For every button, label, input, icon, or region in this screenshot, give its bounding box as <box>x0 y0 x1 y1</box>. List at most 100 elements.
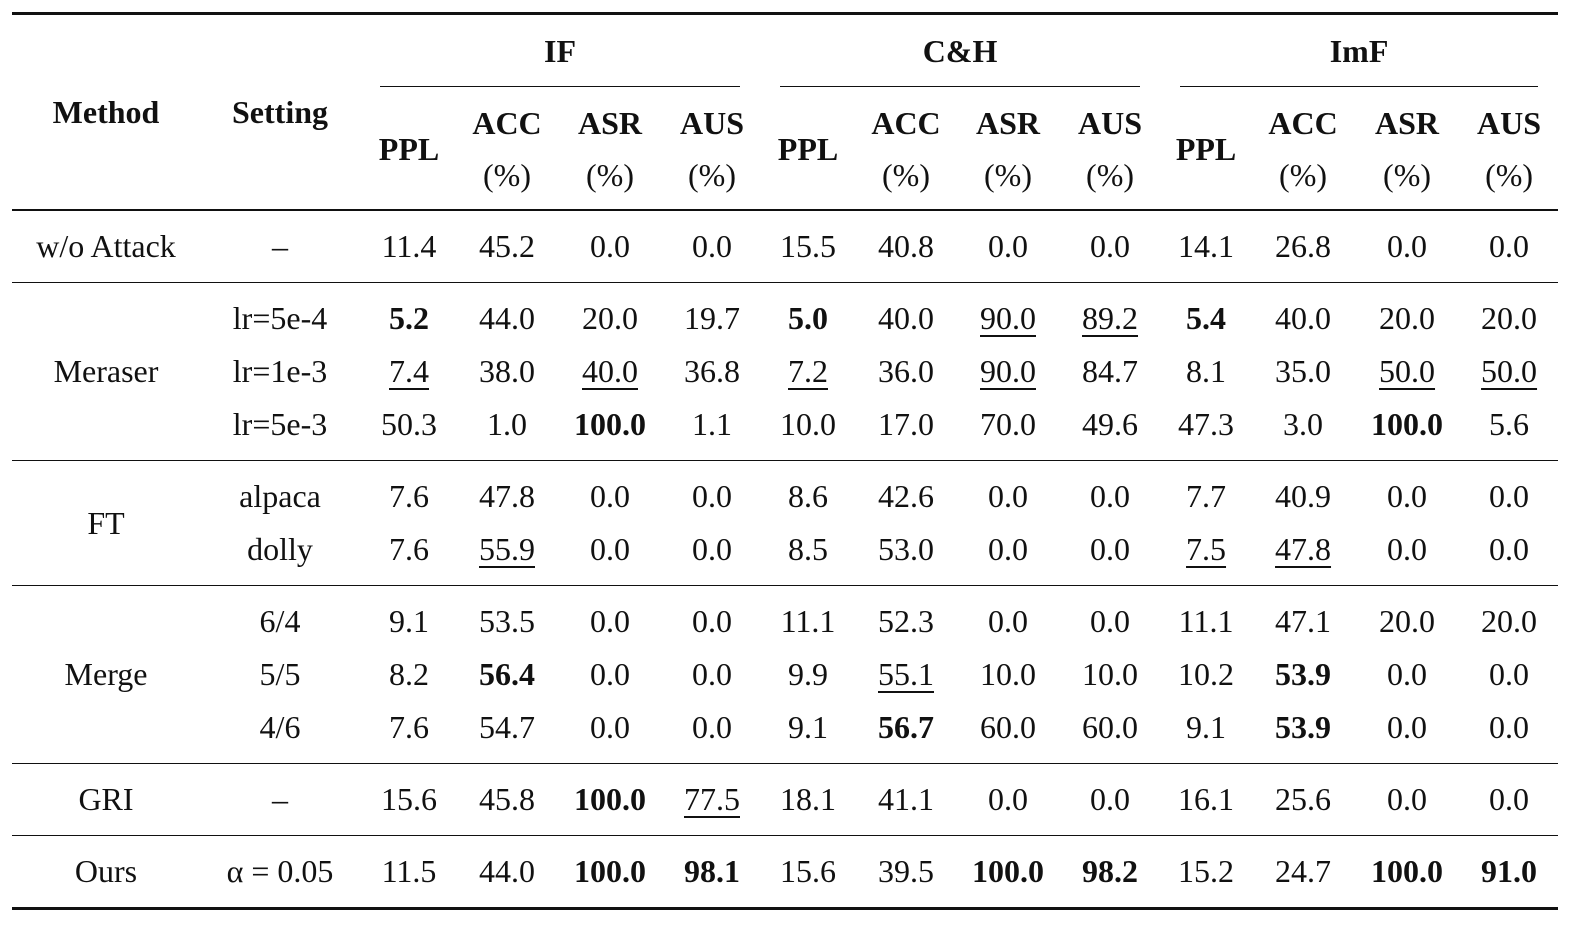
table-row: Ours α = 0.05 11.5 44.0 100.0 98.1 15.6 39.5 100… <box>12 836 1558 909</box>
value-cell: 0.0 <box>1387 478 1428 514</box>
value-text: 5.2 <box>389 300 429 336</box>
value-text: 50.0 <box>1379 353 1436 389</box>
method-cell: GRI <box>78 781 134 817</box>
value-cell: 53.9 <box>1252 701 1354 764</box>
column-name: ACC <box>472 104 542 141</box>
column-header: AUS (%) <box>664 88 760 210</box>
value-cell: 90.0 <box>956 345 1060 398</box>
value-cell: 11.1 <box>780 603 836 639</box>
value-cell: 0.0 <box>590 228 630 264</box>
value-cell: 20.0 <box>1481 300 1538 336</box>
column-unit: (%) <box>1086 156 1134 193</box>
value-cell: 7.6 <box>389 709 429 745</box>
value-cell: 0.0 <box>988 531 1028 567</box>
column-header: AUS (%) <box>1060 88 1160 210</box>
value-cell: 98.2 <box>1060 836 1160 909</box>
value-cell: 47.8 <box>479 478 535 514</box>
header-row: Method Setting IF C&H ImF <box>12 14 1558 130</box>
column-name: PPL <box>777 130 839 167</box>
method-cell: FT <box>87 504 125 541</box>
value-cell: 14.1 <box>1178 228 1235 264</box>
value-cell: 45.8 <box>479 781 535 817</box>
setting-cell: lr=5e-4 <box>232 300 328 336</box>
value-cell: 100.0 <box>556 836 664 909</box>
value-text: 53.9 <box>1275 656 1332 692</box>
value-cell: 8.5 <box>788 531 828 567</box>
value-text: 98.2 <box>1082 853 1139 889</box>
header-row: PPL ACC (%) ASR (%) AUS (%) PPL ACC (%) ASR (%) AUS (… <box>12 88 1558 210</box>
column-header: PPL <box>760 88 856 210</box>
value-cell: 8.1 <box>1186 353 1227 389</box>
value-cell: 0.0 <box>1489 228 1530 264</box>
value-cell: 5.4 <box>1160 283 1252 346</box>
setting-cell: 6/4 <box>259 603 301 639</box>
value-text: 91.0 <box>1481 853 1538 889</box>
value-cell: 0.0 <box>1090 781 1131 817</box>
value-cell: 55.9 <box>458 523 556 586</box>
setting-cell: dolly <box>247 531 313 567</box>
value-cell: 7.5 <box>1160 523 1252 586</box>
group-title: IF <box>380 16 740 87</box>
column-unit: (%) <box>984 156 1032 193</box>
value-cell: 9.9 <box>788 656 828 692</box>
value-cell: 42.6 <box>878 478 934 514</box>
value-cell: 53.0 <box>878 531 934 567</box>
value-cell: 100.0 <box>556 398 664 461</box>
value-cell: 49.6 <box>1082 406 1139 442</box>
value-cell: 0.0 <box>988 228 1028 264</box>
value-text: 77.5 <box>684 781 740 817</box>
value-cell: 9.1 <box>1186 709 1227 745</box>
value-cell: 15.6 <box>381 781 437 817</box>
value-cell: 40.8 <box>878 228 934 264</box>
value-cell: 0.0 <box>1387 781 1428 817</box>
value-cell: 0.0 <box>988 603 1028 639</box>
column-header: ASR (%) <box>556 88 664 210</box>
value-text: 56.4 <box>479 656 535 692</box>
column-unit: (%) <box>586 156 634 193</box>
value-cell: 0.0 <box>590 531 630 567</box>
value-cell: 0.0 <box>1489 709 1530 745</box>
value-cell: 7.4 <box>360 345 458 398</box>
value-text: 98.1 <box>684 853 740 889</box>
value-cell: 18.1 <box>780 781 836 817</box>
value-cell: 3.0 <box>1283 406 1324 442</box>
method-cell: w/o Attack <box>36 228 176 264</box>
value-text: 5.4 <box>1186 300 1227 336</box>
value-text: 100.0 <box>574 406 646 442</box>
value-cell: 39.5 <box>878 853 934 889</box>
value-cell: 0.0 <box>1387 656 1428 692</box>
value-cell: 25.6 <box>1275 781 1332 817</box>
column-name: ACC <box>1268 104 1338 141</box>
column-unit: (%) <box>1279 156 1328 193</box>
value-cell: 5.6 <box>1489 406 1530 442</box>
column-header: ACC (%) <box>458 88 556 210</box>
value-cell: 50.0 <box>1460 345 1558 398</box>
table-row: w/o Attack – 11.4 45.2 0.0 0.0 15.5 40.8 0.0 0.0 1… <box>12 210 1558 283</box>
value-cell: 36.0 <box>878 353 934 389</box>
column-header: ACC (%) <box>856 88 956 210</box>
column-header: PPL <box>360 88 458 210</box>
value-cell: 44.0 <box>479 853 535 889</box>
value-text: 7.5 <box>1186 531 1227 567</box>
setting-cell: – <box>272 228 288 264</box>
column-header: ASR (%) <box>1354 88 1460 210</box>
value-cell: 56.4 <box>458 648 556 701</box>
value-cell: 9.1 <box>788 709 828 745</box>
value-cell: 89.2 <box>1060 283 1160 346</box>
value-cell: 0.0 <box>1090 228 1131 264</box>
value-cell: 7.2 <box>760 345 856 398</box>
column-name: AUS <box>679 104 744 141</box>
value-text: 100.0 <box>574 853 646 889</box>
value-cell: 0.0 <box>1387 531 1428 567</box>
results-table: Method Setting IF C&H ImF PPL ACC (%) ASR (%) AUS (… <box>12 12 1559 910</box>
value-cell: 11.1 <box>1178 603 1234 639</box>
value-cell: 0.0 <box>692 531 732 567</box>
value-cell: 19.7 <box>684 300 740 336</box>
table-row: lr=5e-3 50.3 1.0 100.0 1.1 10.0 17.0 70.0 49.6 47… <box>12 398 1558 461</box>
row-group: FT alpaca 7.6 47.8 0.0 0.0 8.6 42.6 0.0 0.0 7.7 40.… <box>12 460 1559 586</box>
column-header: ACC (%) <box>1252 88 1354 210</box>
table-container: Method Setting IF C&H ImF PPL ACC (%) ASR (%) AUS (… <box>12 12 1559 910</box>
value-cell: 0.0 <box>988 781 1028 817</box>
value-cell: 0.0 <box>1387 228 1428 264</box>
column-name: AUS <box>1477 104 1542 141</box>
